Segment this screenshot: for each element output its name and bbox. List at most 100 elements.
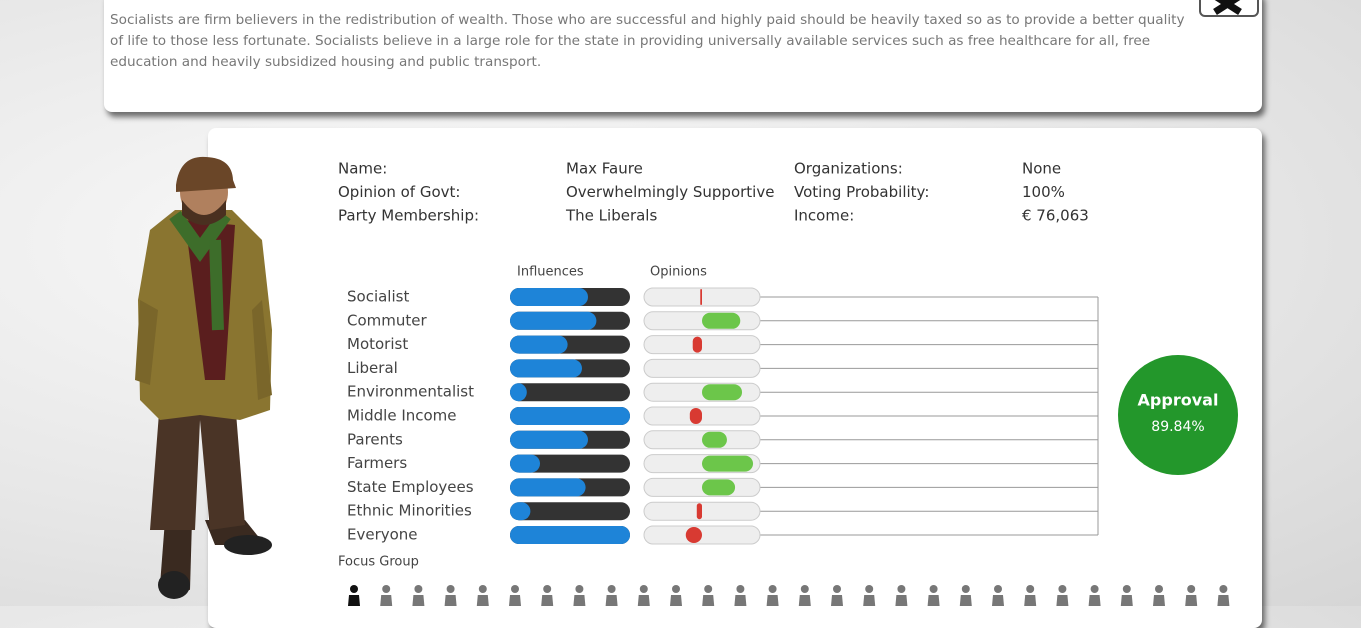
profile-value: None	[1022, 160, 1061, 178]
opinion-bar	[692, 336, 702, 353]
focus-figure-head	[768, 585, 777, 593]
group-name: Liberal	[347, 359, 398, 377]
influence-bar	[510, 478, 586, 497]
profile-label: Organizations:	[794, 160, 903, 178]
focus-figure-body	[412, 595, 425, 606]
close-button[interactable]	[1199, 0, 1259, 17]
group-name: Ethnic Minorities	[347, 502, 472, 520]
profile-label: Name:	[338, 160, 387, 178]
focus-figure-head	[350, 585, 358, 593]
voter-graphics: Name: Max Faure Opinion of Govt: Overwhelmi…	[135, 0, 1259, 606]
focus-figure-head	[1090, 585, 1099, 593]
focus-figure-head	[897, 585, 906, 593]
focus-figure-head	[414, 585, 423, 593]
opinions-header: Opinions	[650, 265, 707, 280]
focus-figure-head	[800, 585, 809, 593]
profile-value: Overwhelmingly Supportive	[566, 183, 774, 201]
focus-figure-body	[1153, 595, 1165, 606]
focus-figure-head	[704, 585, 713, 593]
opinion-bar	[702, 431, 727, 448]
focus-figure-head	[736, 585, 745, 593]
focus-figure-head	[478, 585, 487, 593]
group-name: Everyone	[347, 526, 418, 544]
influence-bar	[510, 335, 568, 354]
focus-figure-body	[380, 595, 393, 606]
influence-track	[510, 383, 630, 402]
game-screen: {"description": "Socialists are firm bel…	[0, 0, 1361, 606]
focus-figure-body	[444, 595, 457, 606]
focus-figure-body	[1217, 595, 1230, 606]
focus-figure-body	[734, 595, 747, 606]
opinion-bar	[689, 408, 702, 424]
description: Socialists are firm believers in the red…	[110, 12, 1185, 70]
influence-bar	[510, 502, 531, 521]
focus-figure-body	[1120, 595, 1133, 606]
group-name: Middle Income	[347, 407, 457, 425]
focus-figure-head	[672, 585, 680, 593]
opinion-bar	[702, 455, 754, 472]
profile-value: The Liberals	[565, 207, 657, 225]
focus-figure-head	[575, 585, 584, 593]
focus-figure-body	[541, 595, 554, 606]
focus-figure-head	[1058, 585, 1067, 593]
focus-figure-head	[1155, 585, 1163, 593]
influence-bar	[510, 311, 597, 330]
influence-track	[510, 454, 630, 473]
focus-group	[348, 585, 1230, 606]
focus-figure-head	[1122, 585, 1131, 593]
focus-figure-body	[927, 595, 940, 606]
focus-figure-head	[929, 585, 938, 593]
focus-figure-body	[702, 595, 715, 606]
profile-label: Party Membership:	[338, 207, 479, 225]
focus-figure-head	[543, 585, 552, 593]
opinion-bar	[700, 289, 702, 305]
focus-figure-body	[509, 595, 521, 606]
focus-figure-body	[605, 595, 618, 606]
focus-figure-body	[348, 595, 360, 606]
opinion-bar	[702, 479, 736, 496]
focus-figure-head	[639, 585, 648, 593]
voter-panel	[208, 128, 1262, 628]
opinion-bar	[702, 384, 743, 401]
focus-figure-body	[1088, 595, 1101, 606]
influence-bar	[510, 526, 630, 544]
opinion-bar	[685, 527, 702, 543]
influences-header: Influences	[517, 265, 584, 280]
focus-figure-head	[994, 585, 1002, 593]
influence-bar	[510, 359, 582, 378]
profile-value: € 76,063	[1022, 207, 1089, 225]
focus-figure-head	[607, 585, 616, 593]
profile-value: Max Faure	[566, 160, 643, 178]
focus-figure-body	[1024, 595, 1037, 606]
focus-figure-body	[895, 595, 908, 606]
focus-figure-head	[865, 585, 874, 593]
focus-figure-head	[1026, 585, 1035, 593]
focus-group-label: Focus Group	[338, 555, 419, 570]
focus-figure-body	[637, 595, 650, 606]
influence-bar	[510, 288, 588, 306]
group-name: Farmers	[347, 454, 407, 472]
profile-label: Income:	[794, 207, 854, 225]
focus-figure-head	[382, 585, 391, 593]
group-name: State Employees	[347, 478, 474, 496]
focus-figure-body	[831, 595, 843, 606]
description-panel	[104, 0, 1262, 112]
approval-value: 89.84%	[1151, 419, 1204, 435]
group-name: Motorist	[347, 335, 408, 353]
group-name: Environmentalist	[347, 383, 474, 401]
group-name: Commuter	[347, 311, 427, 329]
influence-bar	[510, 383, 527, 402]
voter-portrait	[135, 156, 272, 599]
approval-label: Approval	[1138, 391, 1219, 410]
influence-bar	[510, 430, 588, 449]
focus-figure-head	[961, 585, 970, 593]
approval-circle	[1118, 355, 1238, 475]
focus-figure-head	[446, 585, 455, 593]
profile-value: 100%	[1022, 183, 1065, 201]
group-name: Parents	[347, 430, 403, 448]
opinion-bar	[702, 312, 741, 329]
focus-figure-body	[798, 595, 811, 606]
group-name: Socialist	[347, 288, 409, 306]
focus-figure-head	[511, 585, 519, 593]
focus-figure-body	[863, 595, 876, 606]
